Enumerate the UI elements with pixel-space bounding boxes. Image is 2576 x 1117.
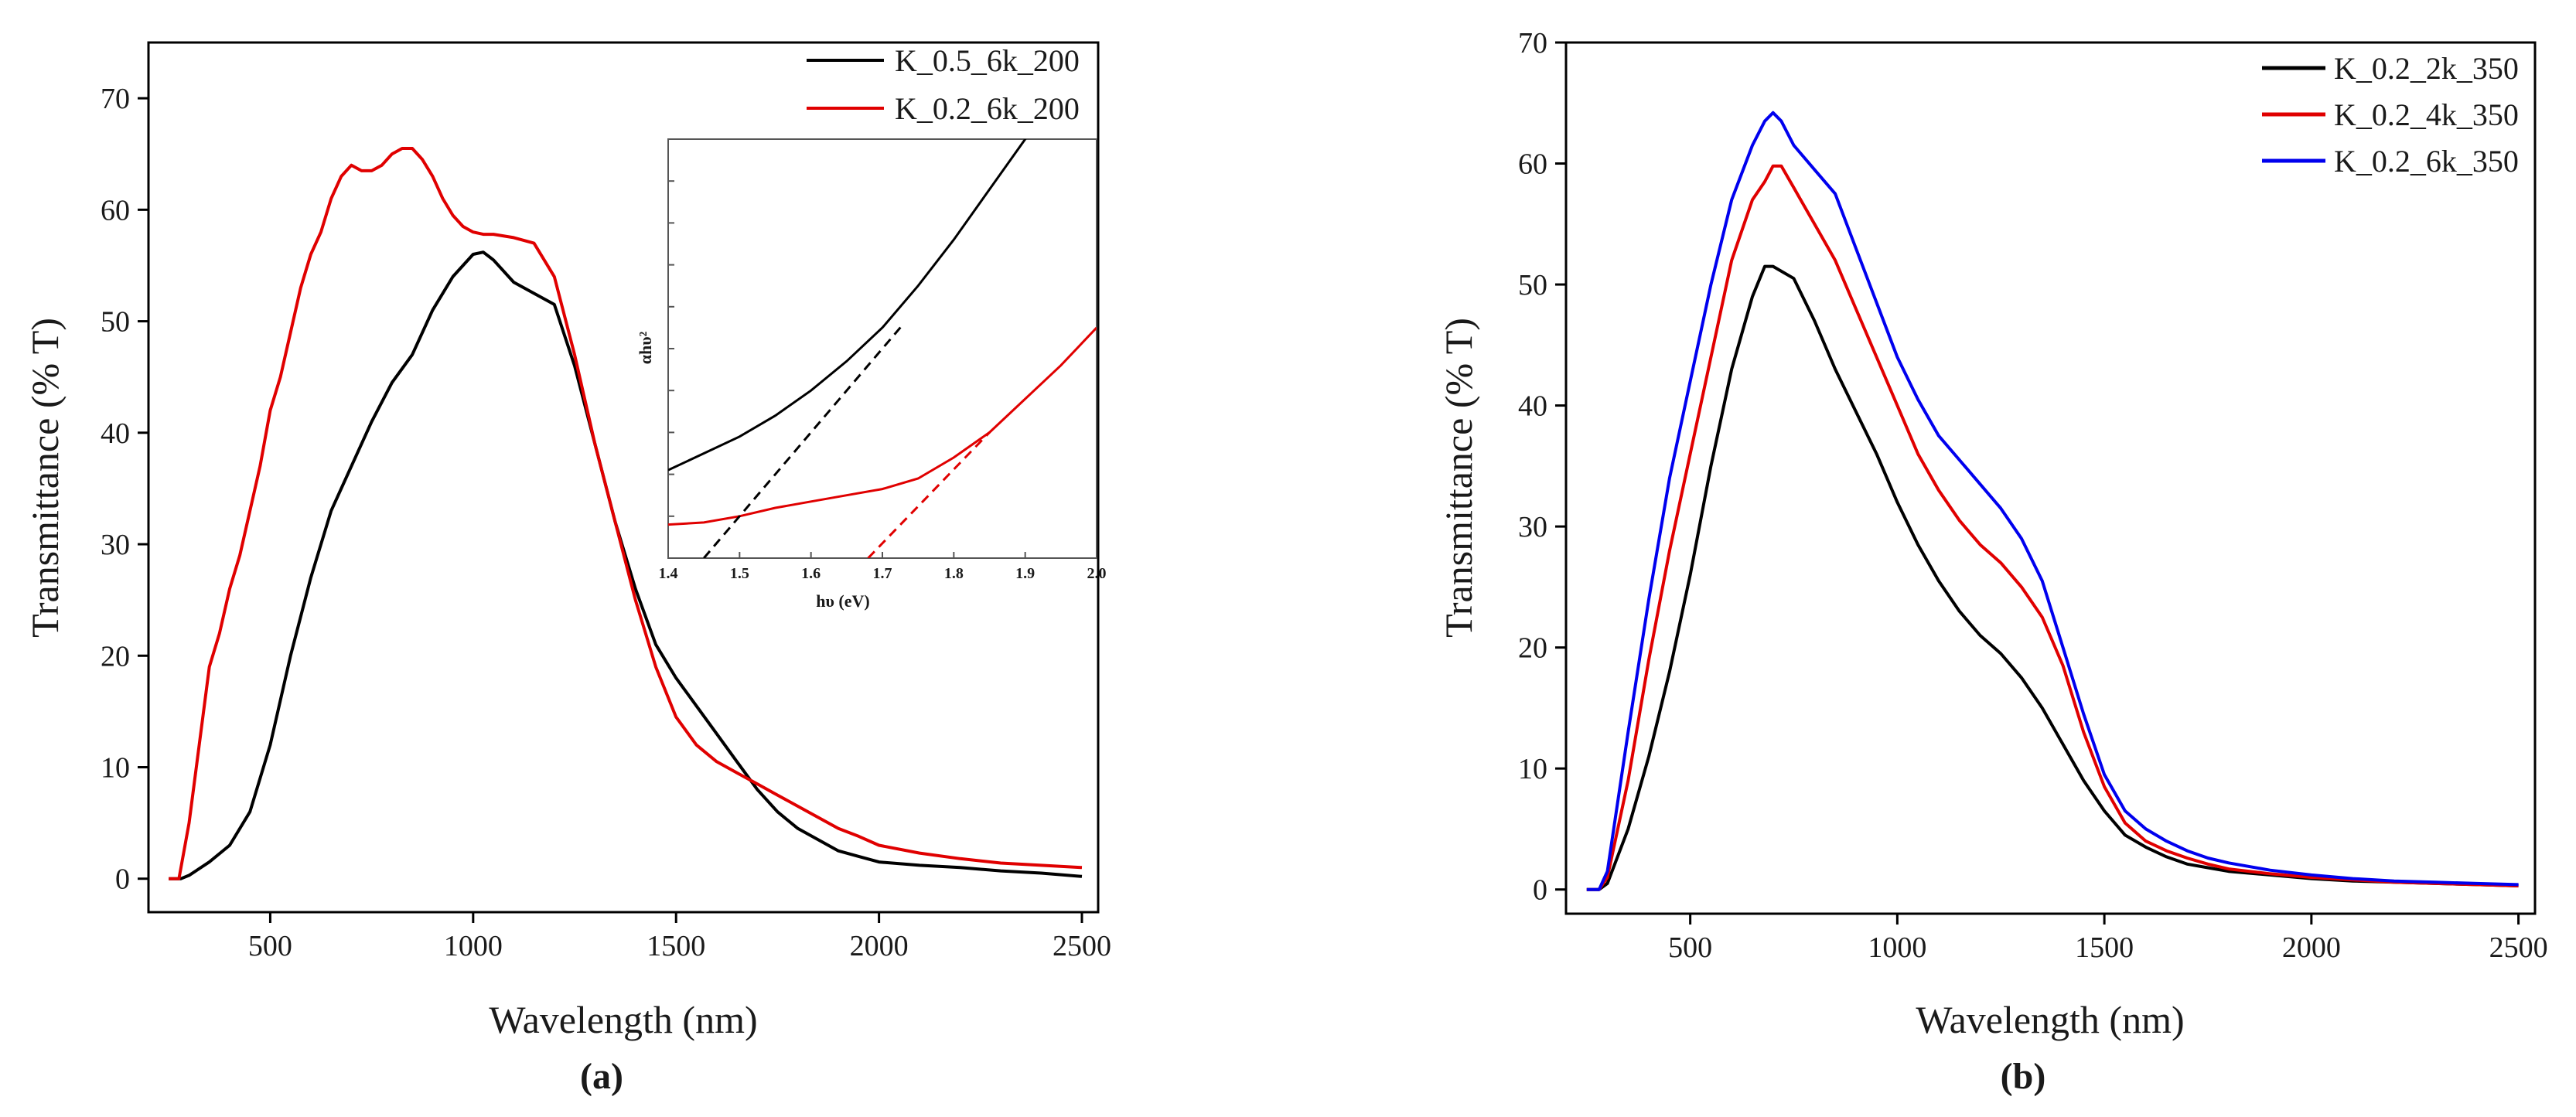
chart-a-inset-x-tick-label-6: 1.9 bbox=[1015, 565, 1035, 582]
chart-a-y-tick-label-5: 40 bbox=[101, 417, 130, 450]
chart-b-series-line-3 bbox=[1586, 111, 2519, 891]
chart-a-legend-label-2: K_0.2_6k_200 bbox=[895, 91, 1080, 126]
chart-a-plot-area bbox=[147, 41, 1100, 914]
chart-b-y-tick-label-2: 10 bbox=[1518, 753, 1547, 785]
chart-a-inset-y-axis-title: αhυ² bbox=[636, 331, 655, 364]
chart-b-series-line-2 bbox=[1586, 164, 2519, 891]
chart-b-legend-label-1: K_0.2_2k_350 bbox=[2334, 51, 2519, 86]
chart-b-y-tick-label-8: 70 bbox=[1518, 27, 1547, 60]
chart-a-x-tick-label-2: 1000 bbox=[444, 930, 503, 962]
chart-b-plot-area bbox=[1564, 41, 2537, 915]
chart-a-inset-x-tick-label-4: 1.7 bbox=[873, 565, 892, 582]
chart-b-series-line-1 bbox=[1586, 264, 2519, 891]
chart-a-x-tick-label-4: 2000 bbox=[850, 930, 909, 962]
chart-a-y-tick-label-4: 30 bbox=[101, 529, 130, 561]
chart-a-legend: K_0.5_6k_200 K_0.2_6k_200 bbox=[807, 43, 1080, 126]
chart-a-y-tick-label-2: 10 bbox=[101, 752, 130, 785]
chart-a-legend-label-1: K_0.5_6k_200 bbox=[895, 43, 1080, 78]
chart-a-x-tick-label-3: 1500 bbox=[647, 930, 705, 962]
chart-a-inset-x-tick-label-2: 1.5 bbox=[730, 565, 749, 582]
chart-a-x-axis-title: Wavelength (nm) bbox=[489, 998, 757, 1041]
chart-a-series-line-2 bbox=[169, 147, 1083, 880]
chart-b-y-tick-label-5: 40 bbox=[1518, 390, 1547, 423]
chart-b-legend-label-3: K_0.2_6k_350 bbox=[2334, 144, 2519, 179]
chart-a-inset-x-tick-label-1: 1.4 bbox=[659, 565, 678, 582]
chart-a: 500 1000 1500 2000 2500 0 10 20 30 40 50 60 70 Wave… bbox=[23, 41, 1111, 1097]
chart-a-inset-x-tick-label-7: 2.0 bbox=[1087, 565, 1107, 582]
chart-a-x-tick-label-1: 500 bbox=[248, 930, 292, 962]
chart-b-x-tick-label-5: 2500 bbox=[2489, 931, 2548, 964]
chart-b-y-tick-label-4: 30 bbox=[1518, 511, 1547, 543]
chart-a-panel-label: (a) bbox=[580, 1056, 623, 1097]
chart-b-y-tick-label-6: 50 bbox=[1518, 269, 1547, 301]
chart-a-y-tick-label-6: 50 bbox=[101, 306, 130, 339]
chart-a-y-tick-label-1: 0 bbox=[115, 863, 130, 896]
chart-a-y-tick-label-8: 70 bbox=[101, 83, 130, 115]
chart-b-x-tick-label-1: 500 bbox=[1668, 931, 1712, 964]
chart-a-y-tick-label-7: 60 bbox=[101, 194, 130, 226]
chart-b-x-tick-label-3: 1500 bbox=[2075, 931, 2134, 964]
chart-a-inset-tangent-line-1 bbox=[703, 322, 905, 558]
chart-a-inset-tangent-line-2 bbox=[867, 431, 991, 558]
chart-b-y-tick-label-3: 20 bbox=[1518, 632, 1547, 665]
chart-b-y-tick-label-7: 60 bbox=[1518, 148, 1547, 181]
chart-b-y-axis-title: Transmittance (% T) bbox=[1437, 318, 1480, 638]
chart-a-inset: 1.4 1.5 1.6 1.7 1.8 1.9 2.0 hυ (eV) αhυ² bbox=[636, 138, 1107, 611]
chart-b-legend-label-2: K_0.2_4k_350 bbox=[2334, 97, 2519, 132]
chart-b-x-tick-label-4: 2000 bbox=[2282, 931, 2341, 964]
chart-b-x-tick-label-2: 1000 bbox=[1868, 931, 1926, 964]
chart-b-legend: K_0.2_2k_350 K_0.2_4k_350 K_0.2_6k_350 bbox=[2262, 51, 2519, 179]
chart-a-inset-plot-area bbox=[667, 138, 1097, 559]
chart-a-y-tick-label-3: 20 bbox=[101, 640, 130, 673]
chart-a-inset-x-axis-title: hυ (eV) bbox=[816, 591, 869, 611]
chart-b-x-axis-title: Wavelength (nm) bbox=[1916, 998, 2184, 1041]
chart-a-x-tick-label-5: 2500 bbox=[1053, 930, 1111, 962]
chart-b: 500 1000 1500 2000 2500 0 10 20 30 40 50 60 70 Wave… bbox=[1437, 27, 2548, 1097]
chart-a-inset-x-tick-label-3: 1.6 bbox=[801, 565, 821, 582]
chart-a-inset-series-line-1 bbox=[668, 139, 1027, 472]
chart-b-panel-label: (b) bbox=[2001, 1056, 2046, 1097]
chart-a-y-axis-title: Transmittance (% T) bbox=[23, 318, 67, 638]
chart-a-series-line-1 bbox=[169, 250, 1083, 880]
chart-b-y-tick-label-1: 0 bbox=[1533, 874, 1547, 907]
chart-a-inset-x-tick-label-5: 1.8 bbox=[944, 565, 964, 582]
